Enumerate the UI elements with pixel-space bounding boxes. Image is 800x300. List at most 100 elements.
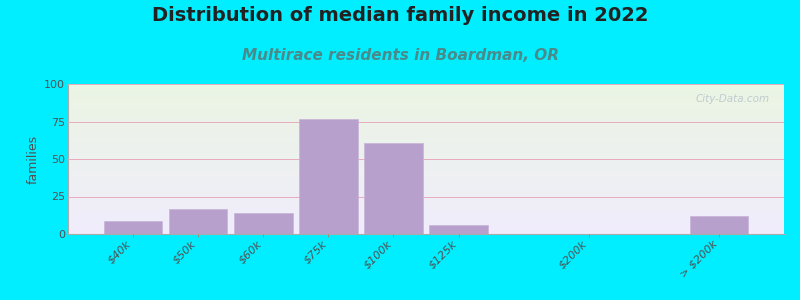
Bar [68,100,784,101]
Bar [68,157,784,158]
Bar [68,202,784,203]
Bar [68,180,784,181]
Bar [68,87,784,88]
Bar [68,118,784,119]
Bar [68,217,784,218]
Bar [68,169,784,170]
Bar [68,126,784,127]
Bar [68,141,784,142]
Bar [68,160,784,161]
Bar [68,220,784,221]
Bar [68,163,784,164]
Bar [68,194,784,195]
Bar [68,90,784,91]
Bar [68,156,784,157]
Bar [68,102,784,103]
Bar [68,175,784,176]
Bar [68,127,784,128]
Bar [68,186,784,187]
Bar [68,222,784,223]
Bar [364,142,422,234]
Bar [68,209,784,210]
Bar [68,151,784,152]
Bar [68,101,784,102]
Bar [68,207,784,208]
Bar [68,117,784,118]
Bar [68,146,784,147]
Bar [68,114,784,115]
Bar [68,190,784,191]
Bar [68,100,784,101]
Bar [68,99,784,100]
Bar [68,231,784,232]
Bar [68,184,784,185]
Bar [68,94,784,95]
Bar [68,174,784,175]
Bar [68,204,784,205]
Text: City-Data.com: City-Data.com [695,94,770,104]
Bar [68,128,784,129]
Bar [68,145,784,146]
Bar [68,103,784,104]
Bar [68,203,784,204]
Bar [68,109,784,110]
Bar [68,161,784,162]
Bar [68,221,784,222]
Bar [68,227,784,228]
Bar [68,158,784,159]
Bar [68,224,784,225]
Bar [68,144,784,145]
Bar [68,108,784,109]
Bar [68,122,784,123]
Bar [68,137,784,138]
Bar [68,131,784,132]
Bar [68,206,784,207]
Bar [68,96,784,97]
Bar [68,192,784,193]
Bar [68,172,784,173]
Bar [169,208,227,234]
Bar [68,84,784,85]
Bar [68,198,784,199]
Bar [430,225,488,234]
Bar [68,136,784,137]
Bar [68,177,784,178]
Bar [68,193,784,194]
Bar [68,159,784,160]
Bar [68,133,784,134]
Bar [68,115,784,116]
Bar [68,230,784,231]
Bar [68,148,784,149]
Bar [68,167,784,168]
Bar [68,138,784,139]
Bar [68,104,784,105]
Bar [68,150,784,151]
Bar [68,208,784,209]
Bar [68,187,784,188]
Bar [68,113,784,114]
Bar [68,213,784,214]
Bar [68,196,784,197]
Bar [299,118,358,234]
Bar [68,162,784,163]
Bar [68,171,784,172]
Bar [68,132,784,133]
Bar [68,91,784,92]
Bar [68,211,784,212]
Bar [68,170,784,171]
Bar [68,147,784,148]
Text: Multirace residents in Boardman, OR: Multirace residents in Boardman, OR [242,48,558,63]
Bar [68,215,784,216]
Bar [68,202,784,203]
Bar [68,120,784,121]
Bar [68,97,784,98]
Bar [68,149,784,150]
Bar [68,168,784,169]
Bar [68,228,784,229]
Bar [68,205,784,206]
Bar [68,140,784,141]
Bar [68,118,784,119]
Text: Distribution of median family income in 2022: Distribution of median family income in … [152,6,648,25]
Bar [68,197,784,198]
Bar [68,201,784,202]
